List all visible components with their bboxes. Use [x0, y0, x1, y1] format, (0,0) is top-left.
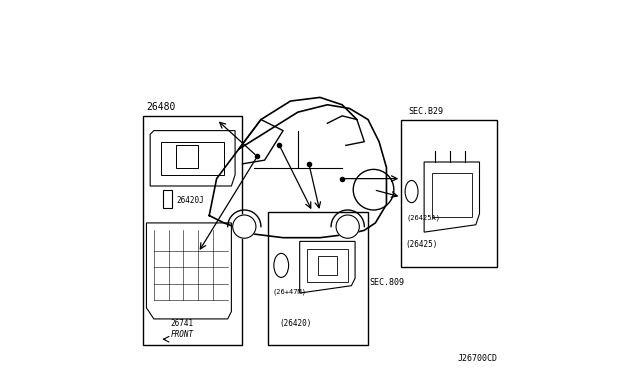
Text: (26420): (26420) — [280, 319, 312, 328]
Text: SEC.B29: SEC.B29 — [408, 107, 444, 116]
Text: 26420J: 26420J — [176, 196, 204, 205]
Text: 26480: 26480 — [147, 102, 176, 112]
Bar — [163, 190, 172, 208]
Text: 26741: 26741 — [170, 319, 193, 328]
Bar — [431, 173, 472, 217]
Bar — [143, 116, 243, 345]
Circle shape — [233, 215, 256, 238]
Bar — [318, 256, 337, 275]
Text: SEC.809: SEC.809 — [370, 278, 405, 287]
Bar — [176, 145, 198, 167]
Text: FRONT: FRONT — [170, 330, 193, 339]
Text: (26425): (26425) — [405, 240, 437, 249]
Text: (26+47M): (26+47M) — [272, 288, 306, 295]
Circle shape — [336, 215, 359, 238]
Bar — [307, 249, 348, 282]
Text: (26425A): (26425A) — [406, 214, 440, 221]
Bar — [268, 212, 368, 345]
Text: J26700CD: J26700CD — [457, 354, 497, 363]
Bar — [401, 119, 497, 267]
Bar — [161, 142, 224, 175]
